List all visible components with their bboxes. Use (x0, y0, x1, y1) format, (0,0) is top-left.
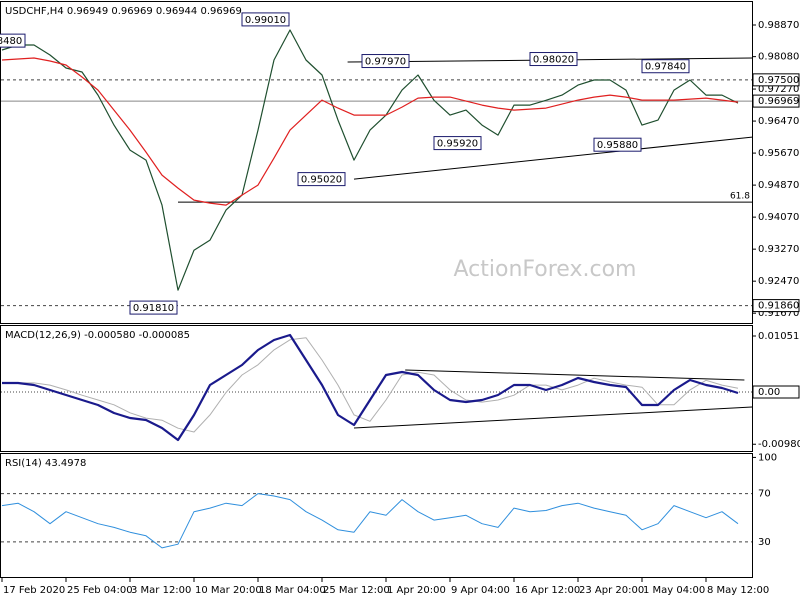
fib-label: 61.8 (730, 192, 750, 202)
y-tick-label: 0.96470 (758, 116, 799, 127)
y-tick-label: 0.93270 (758, 244, 799, 255)
x-tick-label: 10 Mar 20:00 (195, 585, 262, 596)
level-label: 0.96969 (758, 96, 799, 107)
annotation-box (593, 137, 642, 152)
annotation-box (0, 33, 26, 48)
annotation-label: 0.97840 (645, 62, 686, 73)
y-tick-label: 0.92470 (758, 276, 799, 287)
annotation-box (529, 52, 578, 67)
level-label: 0.91860 (758, 301, 799, 312)
x-tick-label: 25 Mar 12:00 (323, 585, 390, 596)
y-tick-label: 0.91670 (758, 308, 799, 319)
annotation-label: 0.95920 (437, 139, 478, 150)
y-tick-label: 0.94070 (758, 212, 799, 223)
x-tick-label: 16 Apr 12:00 (515, 585, 580, 596)
series-line (1, 57, 739, 206)
panel-frame (0, 453, 753, 578)
panel-title: RSI(14) 43.4978 (5, 458, 86, 469)
annotation-label: 0.97970 (365, 57, 406, 68)
x-tick-label: 9 Apr 04:00 (451, 585, 510, 596)
y-tick-label: 0.97270 (758, 84, 799, 95)
annotation-label: 0.91810 (133, 303, 174, 314)
x-tick-label: 25 Feb 04:00 (67, 585, 133, 596)
trendline (405, 369, 745, 381)
level-label: 30 (758, 537, 771, 548)
series-line (2, 333, 739, 442)
annotation-box (433, 136, 482, 151)
x-tick-label: 1 May 04:00 (643, 585, 705, 596)
trendline (353, 406, 753, 429)
x-tick-label: 23 Apr 20:00 (579, 585, 644, 596)
annotation-box (297, 172, 346, 187)
annotation-label: 0.99010 (245, 15, 286, 26)
panel-title: MACD(12,26,9) -0.000580 -0.000085 (5, 330, 190, 341)
y-tick-label: 0.98080 (758, 52, 799, 63)
annotation-box (361, 54, 410, 69)
level-label: 0.97500 (758, 75, 799, 86)
x-tick-label: 1 Apr 20:00 (387, 585, 446, 596)
series-line (1, 29, 739, 291)
x-tick-label: 17 Feb 2020 (3, 585, 65, 596)
y-tick-label: 0.95670 (758, 148, 799, 159)
annotation-label: 0.95880 (597, 140, 638, 151)
panel-title: USDCHF,H4 0.96949 0.96969 0.96944 0.9696… (5, 6, 242, 17)
y-tick-label: -0.009804 (758, 439, 800, 450)
level-label-box (752, 94, 800, 108)
y-tick-label: 100 (758, 452, 777, 463)
level-label: 0.00 (758, 387, 780, 398)
series-line (2, 337, 739, 433)
level-label-box (752, 385, 800, 399)
annotation-label: 0.98480 (0, 36, 22, 47)
watermark: ActionForex.com (454, 257, 637, 282)
series-line (1, 493, 739, 549)
level-label: 70 (758, 489, 771, 500)
annotation-box (241, 12, 290, 27)
annotation-label: 0.98020 (533, 55, 574, 66)
panel-frame (0, 1, 753, 324)
annotation-label: 0.95020 (301, 175, 342, 186)
x-tick-label: 3 Mar 12:00 (131, 585, 191, 596)
level-label-box (752, 299, 800, 313)
trendline (353, 136, 753, 180)
level-label-box (752, 73, 800, 87)
annotation-box (641, 59, 690, 74)
y-tick-label: 0.010513 (758, 331, 800, 342)
x-tick-label: 18 Mar 04:00 (259, 585, 326, 596)
y-tick-label: 0.94870 (758, 180, 799, 191)
annotation-box (129, 300, 178, 315)
y-tick-label: 0.98870 (758, 20, 799, 31)
x-tick-label: 8 May 12:00 (707, 585, 769, 596)
